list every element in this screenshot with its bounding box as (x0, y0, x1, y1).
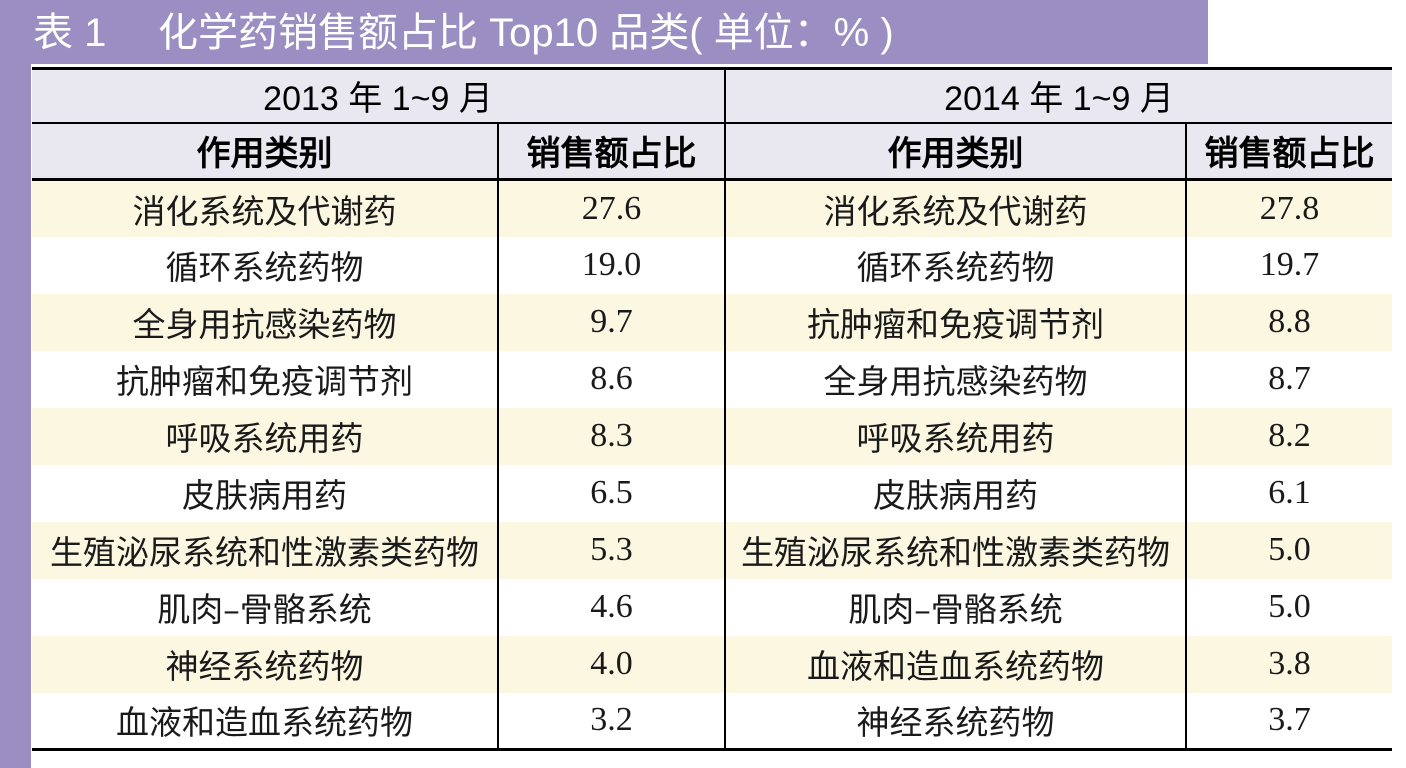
category-cell-2014: 肌肉–骨骼系统 (725, 578, 1187, 636)
table-row: 皮肤病用药 6.5 皮肤病用药 6.1 (32, 464, 1392, 522)
column-header-row: 作用类别 销售额占比 作用类别 销售额占比 (32, 122, 1392, 181)
column-header-share: 销售额占比 (1186, 122, 1392, 181)
left-accent-bar (0, 0, 31, 768)
share-cell-2013: 4.6 (498, 578, 726, 636)
category-cell-2014: 消化系统及代谢药 (725, 179, 1187, 237)
category-cell-2014: 全身用抗感染药物 (725, 350, 1187, 408)
share-cell-2013: 9.7 (498, 293, 726, 351)
column-header-category: 作用类别 (32, 122, 499, 181)
table-row: 生殖泌尿系统和性激素类药物 5.3 生殖泌尿系统和性激素类药物 5.0 (32, 521, 1392, 579)
share-cell-2013: 27.6 (498, 179, 726, 237)
table-row: 神经系统药物 4.0 血液和造血系统药物 3.8 (32, 635, 1392, 693)
category-cell-2014: 生殖泌尿系统和性激素类药物 (725, 521, 1187, 579)
period-header-2014: 2014 年 1~9 月 (725, 68, 1392, 124)
share-cell-2013: 8.6 (498, 350, 726, 408)
title-bar: 表 1 化学药销售额占比 Top10 品类( 单位：% ) (0, 0, 1208, 64)
category-cell-2013: 肌肉–骨骼系统 (32, 578, 499, 636)
share-cell-2013: 6.5 (498, 464, 726, 522)
share-cell-2013: 5.3 (498, 521, 726, 579)
table-title: 化学药销售额占比 Top10 品类( 单位：% ) (158, 11, 894, 55)
share-cell-2014: 3.8 (1186, 635, 1392, 693)
category-cell-2013: 血液和造血系统药物 (32, 692, 499, 750)
column-header-share: 销售额占比 (498, 122, 726, 181)
category-cell-2014: 循环系统药物 (725, 236, 1187, 294)
share-cell-2014: 5.0 (1186, 578, 1392, 636)
share-cell-2013: 8.3 (498, 407, 726, 465)
share-cell-2014: 8.7 (1186, 350, 1392, 408)
table-row: 消化系统及代谢药 27.6 消化系统及代谢药 27.8 (32, 179, 1392, 237)
category-cell-2014: 皮肤病用药 (725, 464, 1187, 522)
share-cell-2014: 3.7 (1186, 692, 1392, 750)
share-cell-2014: 27.8 (1186, 179, 1392, 237)
category-cell-2013: 生殖泌尿系统和性激素类药物 (32, 521, 499, 579)
period-header-row: 2013 年 1~9 月 2014 年 1~9 月 (32, 68, 1392, 124)
table-row: 呼吸系统用药 8.3 呼吸系统用药 8.2 (32, 407, 1392, 465)
category-cell-2013: 抗肿瘤和免疫调节剂 (32, 350, 499, 408)
table-row: 抗肿瘤和免疫调节剂 8.6 全身用抗感染药物 8.7 (32, 350, 1392, 408)
table-header: 2013 年 1~9 月 2014 年 1~9 月 作用类别 销售额占比 作用类… (32, 68, 1392, 181)
category-cell-2013: 呼吸系统用药 (32, 407, 499, 465)
sales-share-table: 2013 年 1~9 月 2014 年 1~9 月 作用类别 销售额占比 作用类… (32, 67, 1392, 751)
category-cell-2014: 神经系统药物 (725, 692, 1187, 750)
category-cell-2013: 神经系统药物 (32, 635, 499, 693)
period-header-2013: 2013 年 1~9 月 (32, 68, 726, 124)
table-number: 表 1 (33, 11, 107, 55)
table-row: 肌肉–骨骼系统 4.6 肌肉–骨骼系统 5.0 (32, 578, 1392, 636)
category-cell-2013: 消化系统及代谢药 (32, 179, 499, 237)
share-cell-2014: 8.2 (1186, 407, 1392, 465)
share-cell-2014: 19.7 (1186, 236, 1392, 294)
share-cell-2013: 4.0 (498, 635, 726, 693)
share-cell-2013: 19.0 (498, 236, 726, 294)
category-cell-2014: 血液和造血系统药物 (725, 635, 1187, 693)
share-cell-2014: 8.8 (1186, 293, 1392, 351)
category-cell-2013: 皮肤病用药 (32, 464, 499, 522)
table-row: 循环系统药物 19.0 循环系统药物 19.7 (32, 236, 1392, 294)
table-body: 消化系统及代谢药 27.6 消化系统及代谢药 27.8 循环系统药物 19.0 … (32, 179, 1392, 750)
column-header-category: 作用类别 (725, 122, 1187, 181)
share-cell-2014: 6.1 (1186, 464, 1392, 522)
category-cell-2014: 抗肿瘤和免疫调节剂 (725, 293, 1187, 351)
category-cell-2013: 循环系统药物 (32, 236, 499, 294)
table-row: 全身用抗感染药物 9.7 抗肿瘤和免疫调节剂 8.8 (32, 293, 1392, 351)
category-cell-2013: 全身用抗感染药物 (32, 293, 499, 351)
category-cell-2014: 呼吸系统用药 (725, 407, 1187, 465)
share-cell-2013: 3.2 (498, 692, 726, 750)
share-cell-2014: 5.0 (1186, 521, 1392, 579)
table-row: 血液和造血系统药物 3.2 神经系统药物 3.7 (32, 692, 1392, 750)
